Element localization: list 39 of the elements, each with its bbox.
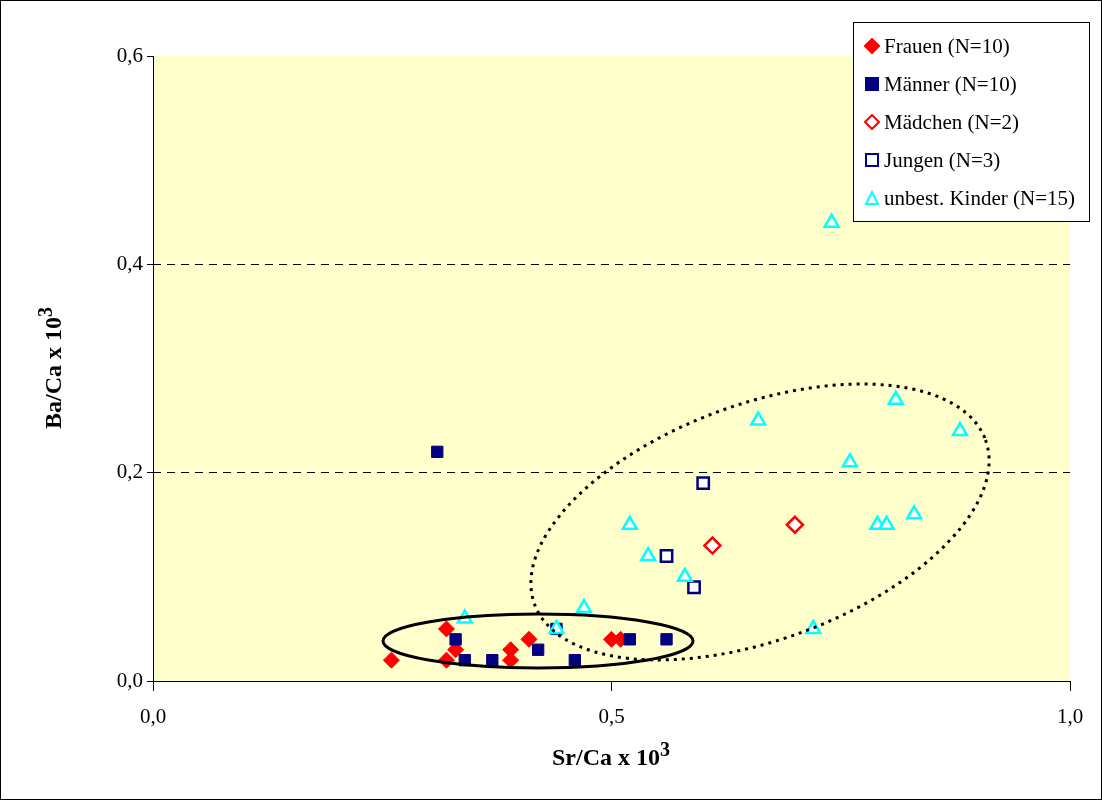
point <box>640 546 657 562</box>
x-tick-label: 0,5 <box>598 704 625 729</box>
point <box>520 630 538 648</box>
point <box>841 453 859 468</box>
point <box>687 580 701 595</box>
y-tick-label: 0,2 <box>116 459 143 484</box>
point <box>575 598 593 614</box>
point <box>531 643 545 656</box>
point <box>659 549 674 563</box>
point <box>823 213 840 228</box>
point <box>431 445 444 458</box>
legend-label: Frauen (N=10) <box>884 33 1010 59</box>
y-tick-label: 0,4 <box>116 250 144 275</box>
point <box>449 633 462 646</box>
point <box>696 476 711 490</box>
x-tick-label: 1,0 <box>1056 704 1084 729</box>
point <box>660 633 673 646</box>
point <box>382 651 400 669</box>
point <box>623 633 636 646</box>
x-tick-label: 0,0 <box>139 704 167 729</box>
point <box>621 515 639 530</box>
point <box>905 505 923 520</box>
point <box>568 654 581 667</box>
legend-label: Mädchen (N=2) <box>884 109 1019 135</box>
point <box>437 620 455 638</box>
point <box>486 654 499 667</box>
point <box>785 515 805 534</box>
point <box>703 536 722 555</box>
legend-label: Jungen (N=3) <box>884 147 1001 173</box>
y-tick-label: 0,0 <box>116 667 143 692</box>
point <box>887 390 904 405</box>
legend-label: unbest. Kinder (N=15) <box>884 185 1075 211</box>
x-axis-title: Sr/Ca x 10$^{3}$ <box>552 738 670 771</box>
point <box>676 567 694 583</box>
legend-label: Männer (N=10) <box>884 71 1017 97</box>
point <box>878 515 895 530</box>
point <box>951 421 969 437</box>
point <box>750 411 767 426</box>
y-tick-label: 0,6 <box>116 42 143 67</box>
